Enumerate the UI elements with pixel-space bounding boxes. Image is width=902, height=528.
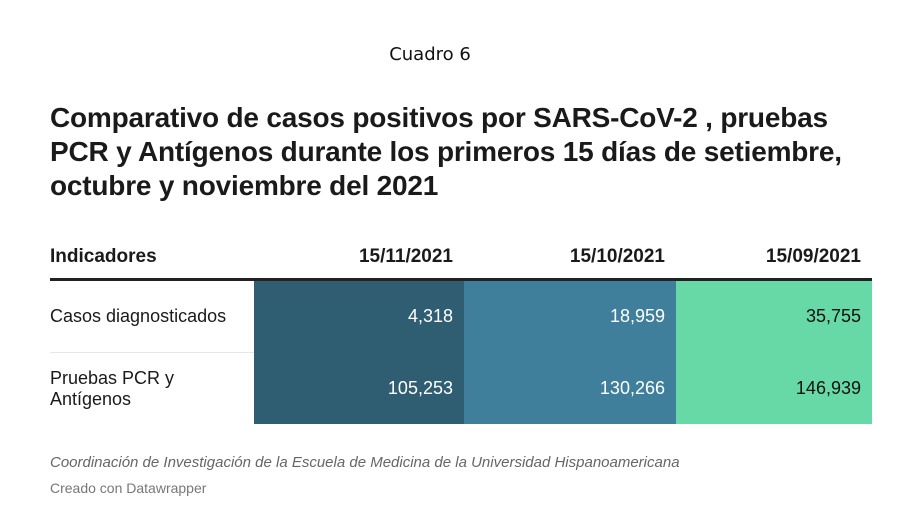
row-label: Pruebas PCR y Antígenos <box>50 367 175 409</box>
column-header-oct[interactable]: 15/10/2021 <box>464 236 676 281</box>
row-label: Casos diagnosticados <box>50 279 254 353</box>
table-row: Casos diagnosticados 4,318 18,959 35,755 <box>50 279 872 353</box>
table-cell: 35,755 <box>676 279 872 353</box>
column-header-sep[interactable]: 15/09/2021 <box>676 236 872 281</box>
data-table: Indicadores 15/11/2021 15/10/2021 15/09/… <box>50 236 872 424</box>
column-header-indicadores[interactable]: Indicadores <box>50 236 254 281</box>
source-note: Coordinación de Investigación de la Escu… <box>50 454 680 471</box>
header-row: Indicadores 15/11/2021 15/10/2021 15/09/… <box>50 236 872 281</box>
credit-link[interactable]: Creado con Datawrapper <box>50 480 207 496</box>
table-cell: 4,318 <box>254 279 464 353</box>
table-cell: 146,939 <box>676 352 872 424</box>
table-row: Pruebas PCR y Antígenos 105,253 130,266 … <box>50 352 872 424</box>
table-cell: 18,959 <box>464 279 676 353</box>
column-header-nov[interactable]: 15/11/2021 <box>254 236 464 281</box>
table-cell: 130,266 <box>464 352 676 424</box>
table-cell: 105,253 <box>254 352 464 424</box>
chart-title: Comparativo de casos positivos por SARS-… <box>50 102 842 201</box>
table-number: Cuadro 6 <box>389 44 471 65</box>
